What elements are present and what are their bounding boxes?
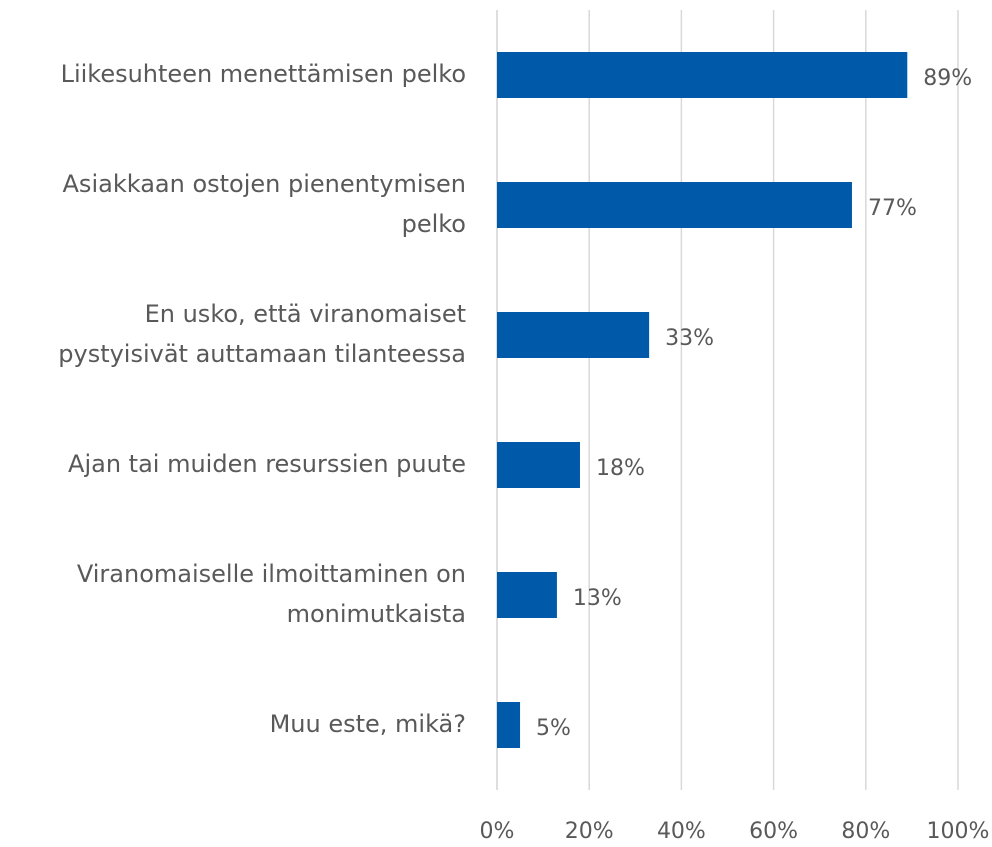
bar — [497, 312, 650, 358]
value-label: 33% — [665, 326, 714, 351]
x-tick-label: 100% — [927, 819, 990, 844]
category-label: Ajan tai muiden resurssien puute — [68, 450, 466, 478]
category-label: En usko, että viranomaiset pystyisivät au… — [58, 300, 466, 368]
bar — [497, 182, 852, 228]
category-label: Muu este, mikä? — [270, 710, 466, 738]
x-tick-label: 20% — [565, 819, 614, 844]
category-label: Liikesuhteen menettämisen pelko — [61, 60, 466, 88]
category-label: Asiakkaan ostojen pienentymisen pelko — [63, 170, 466, 238]
bar — [497, 442, 580, 488]
x-tick-label: 80% — [841, 819, 890, 844]
x-tick-label: 60% — [749, 819, 798, 844]
value-label: 77% — [868, 196, 917, 221]
value-label: 5% — [536, 716, 571, 741]
x-tick-label: 0% — [480, 819, 515, 844]
x-tick-label: 40% — [657, 819, 706, 844]
bar — [497, 572, 557, 618]
bar — [497, 52, 908, 98]
value-label: 18% — [596, 456, 645, 481]
value-label: 13% — [573, 586, 622, 611]
value-label: 89% — [923, 66, 972, 91]
bar — [497, 702, 521, 748]
category-label: Viranomaiselle ilmoittaminen on monimutka… — [77, 560, 466, 628]
